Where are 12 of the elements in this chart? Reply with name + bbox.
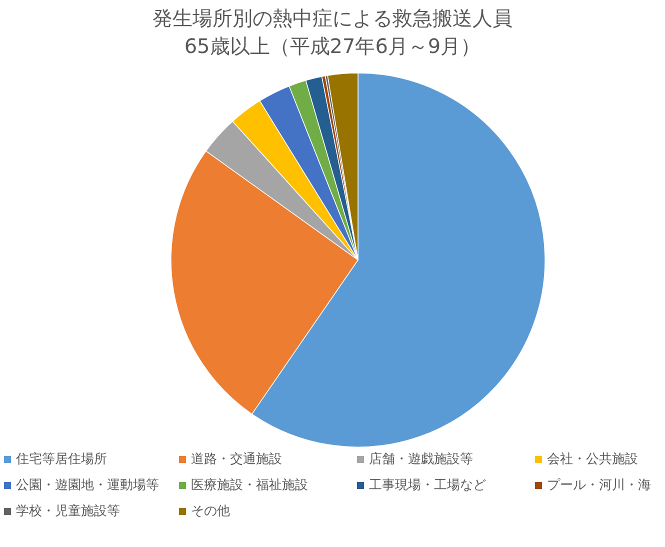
legend-label: 住宅等居住場所 (16, 451, 107, 468)
legend-label: 店舗・遊戯施設等 (369, 451, 473, 468)
chart-subtitle: 65歳以上（平成27年6月～9月） (183, 33, 482, 60)
legend-label: 道路・交通施設 (191, 451, 282, 468)
legend-label: その他 (191, 503, 230, 520)
legend-label: 公園・遊園地・運動場等 (16, 477, 159, 494)
legend-label: 学校・児童施設等 (16, 503, 120, 520)
legend-label: 医療施設・福祉施設 (191, 477, 308, 494)
legend-label: 会社・公共施設 (547, 451, 638, 468)
chart-title: 発生場所別の熱中症による救急搬送人員 (152, 5, 514, 32)
legend-label: プール・河川・海 (547, 477, 651, 494)
legend-label: 工事現場・工場など (369, 477, 486, 494)
